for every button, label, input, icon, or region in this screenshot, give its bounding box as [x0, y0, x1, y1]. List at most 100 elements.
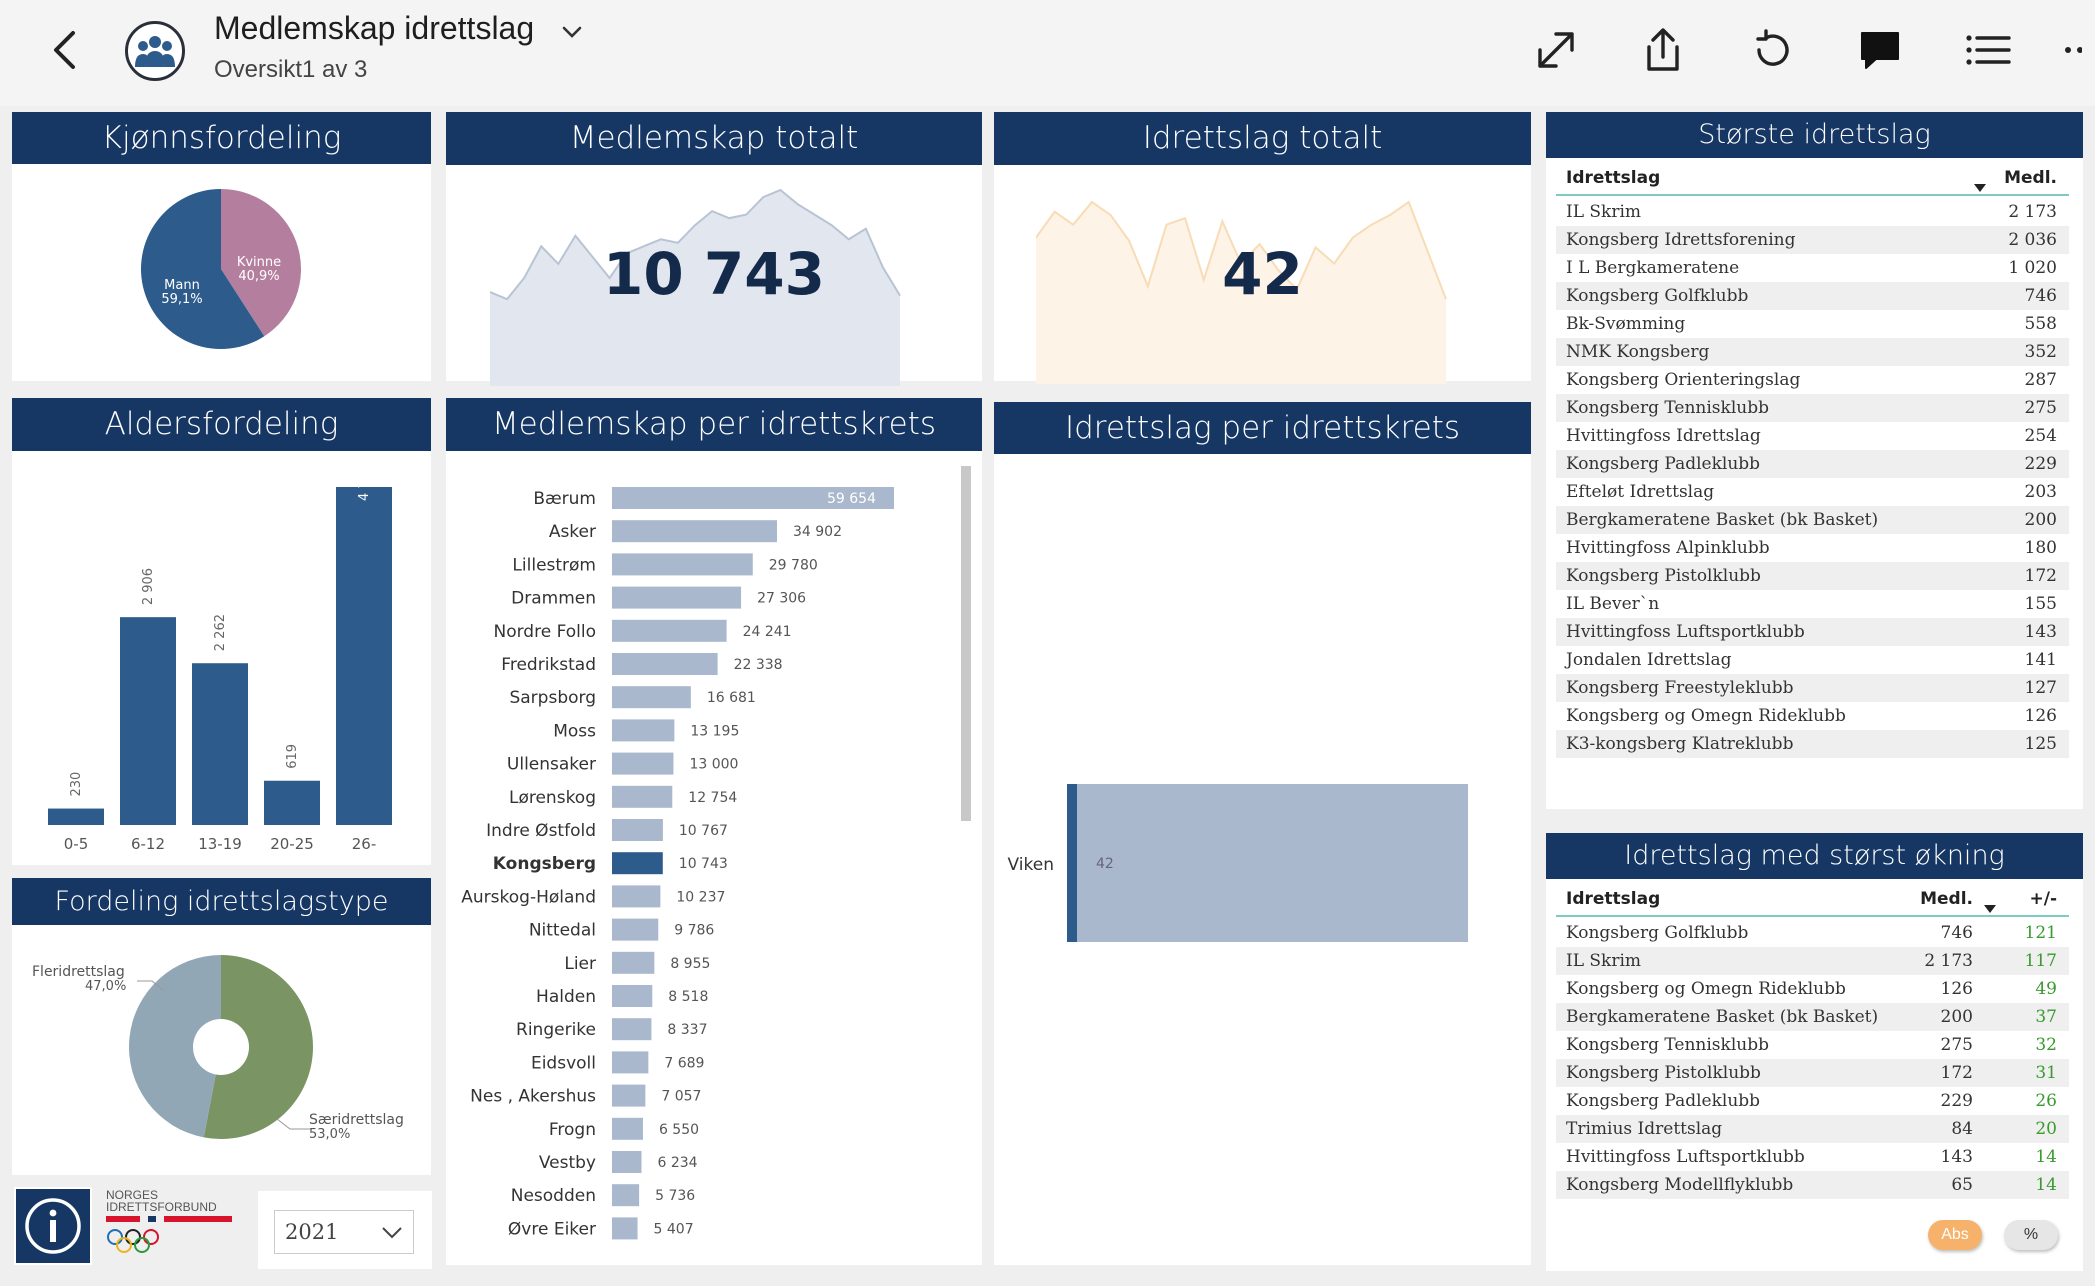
- bar-Kongsberg[interactable]: [612, 852, 663, 875]
- table-row[interactable]: Efteløt Idrettslag 203: [1556, 478, 2069, 506]
- chevron-down-icon[interactable]: [558, 18, 586, 46]
- cell-members: 254: [2024, 426, 2057, 446]
- cell-club-name: Kongsberg Freestyleklubb: [1566, 678, 1794, 698]
- cell-members: 2 173: [2008, 202, 2057, 222]
- table-row[interactable]: Hvittingfoss Alpinklubb 180: [1556, 534, 2069, 562]
- column-header-members[interactable]: Medl.: [1920, 889, 1973, 909]
- cell-members: 172: [1940, 1063, 1973, 1083]
- bar-Ullensaker[interactable]: [612, 752, 674, 775]
- bar-6-12[interactable]: [120, 617, 176, 825]
- bar-Drammen[interactable]: [612, 586, 742, 609]
- table-row[interactable]: Kongsberg Orienteringslag 287: [1556, 366, 2069, 394]
- table-row[interactable]: Kongsberg Tennisklubb 275: [1556, 394, 2069, 422]
- expand-icon[interactable]: [1526, 22, 1586, 78]
- table-row[interactable]: IL Bever`n 155: [1556, 590, 2069, 618]
- year-value: 2021: [285, 1220, 339, 1244]
- table-row[interactable]: Hvittingfoss Luftsportklubb 143 14: [1556, 1143, 2069, 1171]
- bar-Lier[interactable]: [612, 951, 655, 974]
- column-header-members[interactable]: Medl.: [2004, 168, 2057, 188]
- table-row[interactable]: IL Skrim 2 173 117: [1556, 947, 2069, 975]
- column-header-club[interactable]: Idrettslag: [1566, 168, 1661, 188]
- table-row[interactable]: Bergkameratene Basket (bk Basket) 200 37: [1556, 1003, 2069, 1031]
- bar-Fredrikstad[interactable]: [612, 653, 718, 675]
- scrollbar[interactable]: [961, 466, 971, 821]
- table-row[interactable]: I L Bergkameratene 1 020: [1556, 254, 2069, 282]
- bar-Indre Østfold[interactable]: [612, 819, 663, 841]
- bar-Aurskog-Høland[interactable]: [612, 885, 661, 908]
- column-header-change[interactable]: +/-: [2029, 889, 2057, 909]
- percent-toggle[interactable]: %: [2004, 1220, 2058, 1250]
- report-title[interactable]: Medlemskap idrettslag: [214, 10, 535, 46]
- more-icon[interactable]: [2062, 22, 2095, 78]
- reset-icon[interactable]: [1742, 22, 1802, 78]
- table-row[interactable]: NMK Kongsberg 352: [1556, 338, 2069, 366]
- bar-Bærum[interactable]: [612, 487, 894, 509]
- bar-Vestby[interactable]: [612, 1151, 642, 1173]
- sort-desc-icon[interactable]: [1984, 905, 1996, 913]
- bar-0-5[interactable]: [48, 808, 104, 825]
- table-row[interactable]: Kongsberg og Omegn Rideklubb 126 49: [1556, 975, 2069, 1003]
- list-icon[interactable]: [1958, 22, 2018, 78]
- table-row[interactable]: Kongsberg Idrettsforening 2 036: [1556, 226, 2069, 254]
- table-row[interactable]: Kongsberg Pistolklubb 172: [1556, 562, 2069, 590]
- table-row[interactable]: Kongsberg Freestyleklubb 127: [1556, 674, 2069, 702]
- bar-Eidsvoll[interactable]: [612, 1051, 649, 1074]
- share-icon[interactable]: [1633, 22, 1693, 78]
- bar-Viken[interactable]: [1067, 784, 1468, 942]
- pie-slice-kvinne[interactable]: [221, 189, 301, 337]
- table-row[interactable]: Kongsberg Golfklubb 746 121: [1556, 919, 2069, 947]
- donut-slice-fleridrettslag[interactable]: [129, 955, 221, 1138]
- table-row[interactable]: Kongsberg Golfklubb 746: [1556, 282, 2069, 310]
- bar-Lørenskog[interactable]: [612, 785, 673, 808]
- bar-Frogn[interactable]: [612, 1117, 643, 1140]
- bar-Øvre Eiker[interactable]: [612, 1217, 638, 1240]
- table-row[interactable]: Hvittingfoss Idrettslag 254: [1556, 422, 2069, 450]
- bar-Lillestrøm[interactable]: [612, 553, 753, 576]
- table-row[interactable]: Jondalen Idrettslag 141: [1556, 646, 2069, 674]
- category-label: Viken: [1008, 855, 1054, 875]
- table-row[interactable]: Bergkameratene Basket (bk Basket) 200: [1556, 506, 2069, 534]
- table-row[interactable]: Kongsberg Pistolklubb 172 31: [1556, 1059, 2069, 1087]
- bar-Ringerike[interactable]: [612, 1018, 652, 1041]
- bar-13-19[interactable]: [192, 663, 248, 825]
- bar-Moss[interactable]: [612, 719, 675, 742]
- bar-26-[interactable]: [336, 487, 392, 825]
- bar-value-label: 230: [69, 772, 84, 797]
- category-label: Nes , Akershus: [470, 1087, 596, 1107]
- bar-20-25[interactable]: [264, 780, 320, 825]
- comment-icon[interactable]: [1850, 22, 1910, 78]
- table-row[interactable]: IL Skrim 2 173: [1556, 198, 2069, 226]
- cell-members: 746: [2024, 286, 2057, 306]
- donut-slice-saeridrettslag[interactable]: [203, 955, 314, 1139]
- x-tick-label: 20-25: [270, 835, 314, 853]
- table-row[interactable]: Kongsberg Padleklubb 229: [1556, 450, 2069, 478]
- back-icon[interactable]: [44, 26, 84, 74]
- bar-Nes , Akershus[interactable]: [612, 1084, 646, 1107]
- table-row[interactable]: Kongsberg Modellflyklubb 65 14: [1556, 1171, 2069, 1199]
- year-dropdown[interactable]: 2021: [274, 1210, 414, 1254]
- table-row[interactable]: Hvittingfoss Luftsportklubb 143: [1556, 618, 2069, 646]
- table-row[interactable]: Kongsberg Tennisklubb 275 32: [1556, 1031, 2069, 1059]
- abs-toggle[interactable]: Abs: [1928, 1220, 1982, 1250]
- bar-Halden[interactable]: [612, 985, 653, 1007]
- cell-change: 49: [2035, 979, 2057, 999]
- cell-change: 32: [2035, 1035, 2057, 1055]
- table-row[interactable]: K3-kongsberg Klatreklubb 125: [1556, 730, 2069, 758]
- bar-Nordre Follo[interactable]: [612, 619, 727, 642]
- table-row[interactable]: Kongsberg Padleklubb 229 26: [1556, 1087, 2069, 1115]
- table-row[interactable]: Trimius Idrettslag 84 20: [1556, 1115, 2069, 1143]
- bar-Sarpsborg[interactable]: [612, 686, 691, 709]
- table-row[interactable]: Bk-Svømming 558: [1556, 310, 2069, 338]
- bar-Nittedal[interactable]: [612, 918, 659, 941]
- bar-Asker[interactable]: [612, 520, 777, 543]
- bar-Nesodden[interactable]: [612, 1184, 640, 1207]
- category-label: Nesodden: [511, 1186, 596, 1206]
- table-row[interactable]: Kongsberg og Omegn Rideklubb 126: [1556, 702, 2069, 730]
- info-icon[interactable]: [14, 1187, 92, 1265]
- sort-desc-icon[interactable]: [1974, 184, 1986, 192]
- column-header-club[interactable]: Idrettslag: [1566, 889, 1661, 909]
- pie-slice-mann[interactable]: [141, 189, 265, 349]
- chevron-down-icon[interactable]: [381, 1224, 403, 1240]
- growth-panel: Idrettslag med størst økning Idrettslag …: [1546, 833, 2083, 1271]
- category-label: Eidsvoll: [531, 1053, 596, 1073]
